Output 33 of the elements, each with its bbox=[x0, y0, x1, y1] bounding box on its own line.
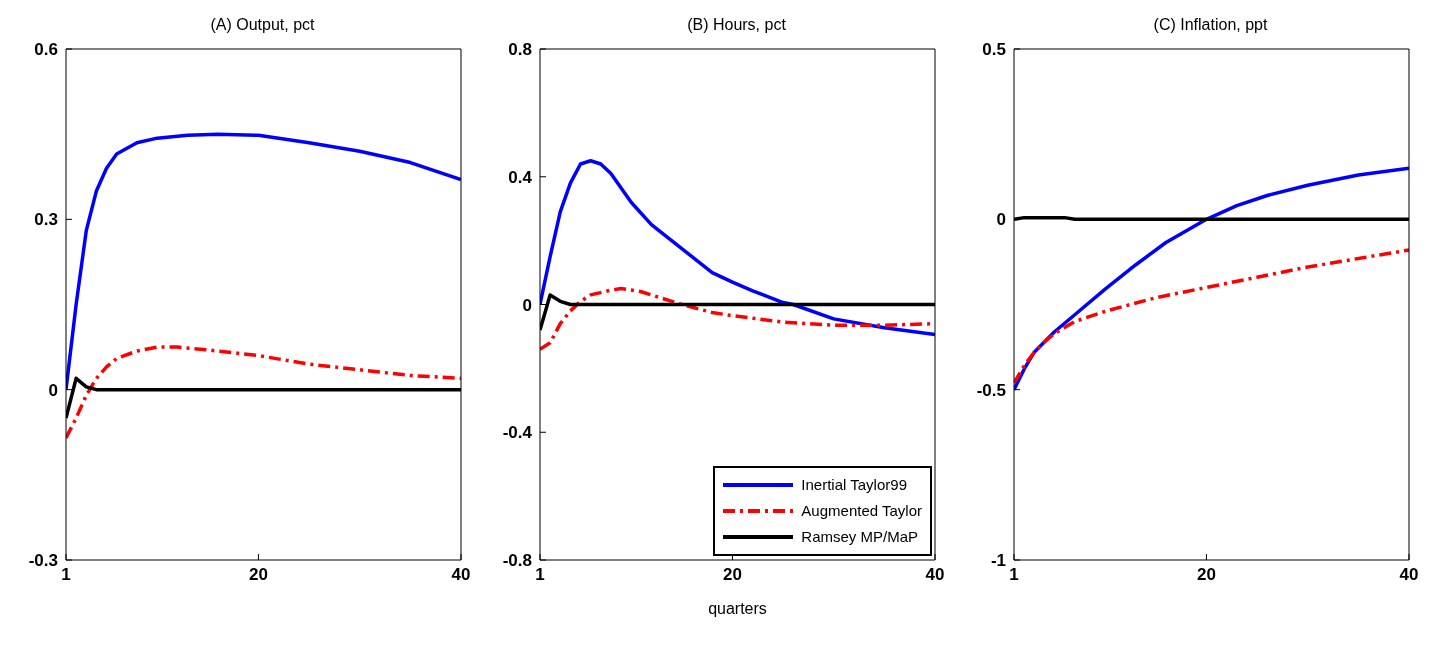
y-tick-label: -0.4 bbox=[502, 423, 533, 443]
x-tick-label: 40 bbox=[451, 565, 471, 585]
y-tick-label: 0 bbox=[48, 380, 58, 400]
y-tick-label: 0.3 bbox=[34, 210, 58, 230]
y-tick-label: 0.8 bbox=[508, 40, 532, 60]
chart-title: (A) Output, pct bbox=[209, 16, 316, 34]
y-tick-label: -0.5 bbox=[976, 380, 1006, 400]
line-series bbox=[1014, 248, 1409, 385]
legend-label: Augmented Taylor bbox=[801, 501, 922, 521]
line-series bbox=[66, 132, 461, 392]
x-tick-label: 1 bbox=[1009, 565, 1019, 585]
chart-title: (C) Inflation, ppt bbox=[1152, 16, 1269, 34]
x-tick-label: 1 bbox=[535, 565, 545, 585]
y-tick-label: -0.8 bbox=[502, 551, 532, 571]
y-tick-label: 0.6 bbox=[34, 40, 58, 60]
y-tick-label: 0.5 bbox=[982, 40, 1006, 60]
x-tick-label: 40 bbox=[925, 565, 945, 585]
x-tick-label: 20 bbox=[1196, 565, 1216, 585]
y-tick-label: -0.3 bbox=[28, 551, 58, 571]
x-tick-label: 40 bbox=[1399, 565, 1419, 585]
legend-label: Inertial Taylor99 bbox=[801, 475, 907, 495]
y-tick-label: 0 bbox=[522, 295, 532, 315]
y-tick-label: -1 bbox=[990, 551, 1006, 571]
x-tick-label: 20 bbox=[248, 565, 268, 585]
x-tick-label: 20 bbox=[722, 565, 742, 585]
legend-label: Ramsey MP/MaP bbox=[801, 527, 919, 547]
x-axis-title: quarters bbox=[708, 600, 767, 617]
x-tick-label: 1 bbox=[61, 565, 71, 585]
chart-title: (B) Hours, pct bbox=[686, 16, 787, 34]
y-tick-label: 0 bbox=[996, 210, 1006, 230]
line-series bbox=[540, 159, 935, 337]
line-series bbox=[1014, 166, 1409, 392]
y-tick-label: 0.4 bbox=[508, 167, 533, 187]
